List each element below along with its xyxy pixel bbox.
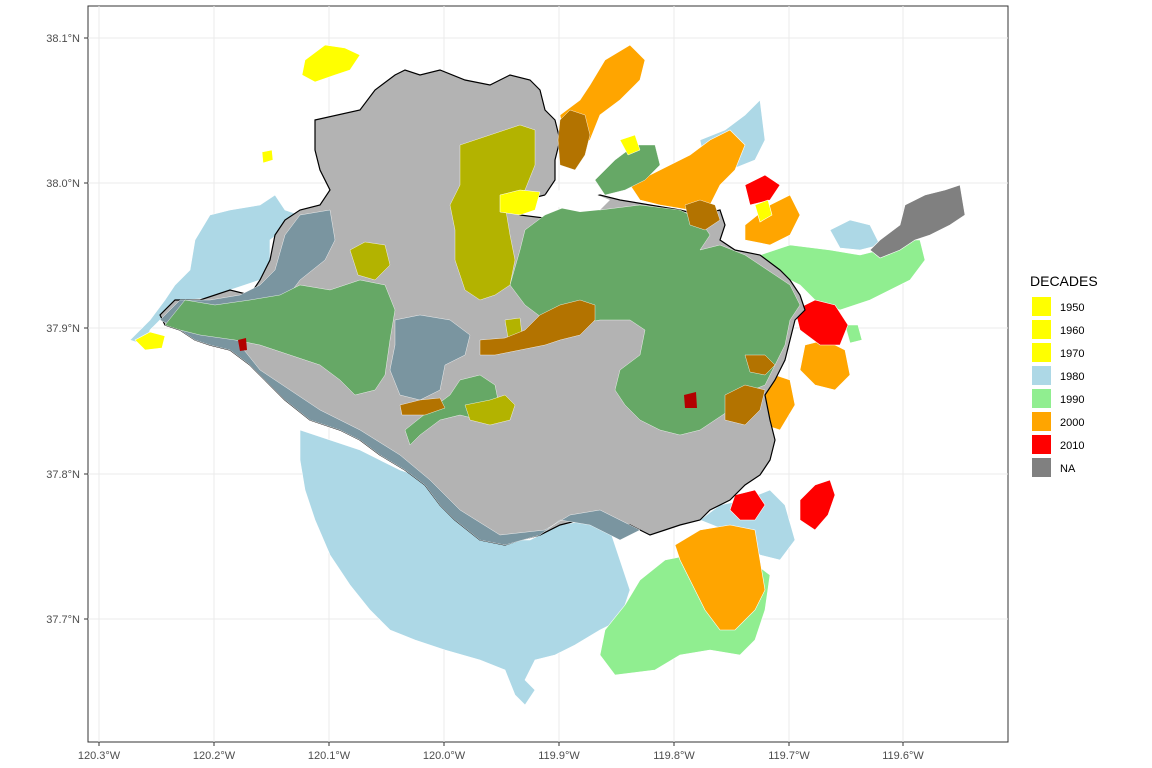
fire-polygon-1950s-west [134,331,166,351]
overlap-1990s [164,144,801,446]
overlap-1950s-north [449,124,536,301]
legend-label-1970: 1970 [1060,348,1084,360]
legend-key-1970 [1032,343,1051,362]
legend-label-1960: 1960 [1060,325,1084,337]
legend-label-2000: 2000 [1060,417,1084,429]
legend-key-1990 [1032,389,1051,408]
overlap-1980s [159,209,641,546]
fire-polygon-1970s-inside [499,189,541,216]
fire-polygon-2000s-north-east [629,129,746,211]
y-tick-label: 37.7°N [46,614,80,626]
overlap-2000s-west [399,397,446,416]
fire-polygon-1950s-small [261,149,274,164]
legend-label-na: NA [1060,463,1076,475]
legend-label-1990: 1990 [1060,394,1084,406]
fires-2010s [729,174,849,531]
fires-1950-1970 [134,44,773,351]
overlap-1990s-north [594,144,661,196]
x-tick-label: 119.7°W [768,750,810,762]
overlap-1950s [349,124,536,426]
fire-polygon-2000s-south-east [674,524,766,631]
overlap-2000s-center [479,299,596,356]
overlap-1950s-west [349,241,391,281]
overlap-2010s [238,338,697,408]
overlap-2010s-west [238,338,247,351]
legend-key-1960 [1032,320,1051,339]
x-tick-label: 120.3°W [78,750,121,762]
y-tick-label: 37.9°N [46,323,80,335]
fire-polygon-2010s-south-east [729,489,766,521]
fires-1950s-inside [499,134,641,216]
overlap-2000s [399,109,776,426]
x-tick-label: 120.1°W [308,750,351,762]
y-tick-label: 38.0°N [46,178,80,190]
x-tick-label: 119.6°W [882,750,924,762]
x-tick-label: 120.2°W [193,750,236,762]
overlap-2000s-east [684,199,721,231]
legend: DECADES 1950 1960 1970 1980 1990 2000 2010 NA [1030,273,1098,477]
legend-key-na [1032,458,1051,477]
legend-title: DECADES [1030,273,1098,289]
legend-key-2000 [1032,412,1051,431]
fire-polygon-na [869,184,966,259]
overlap-2000s-small [744,354,776,376]
legend-key-1980 [1032,366,1051,385]
overlap-2000s-north [557,109,591,171]
legend-key-2010 [1032,435,1051,454]
fire-polygon-1990s-east [759,239,926,311]
legend-key-1950 [1032,297,1051,316]
fire-polygon-1990s-small [844,324,863,344]
overlap-1990s-west [164,279,396,396]
overlap-1950s-south [464,394,516,426]
overlap-2010s-small [684,392,697,408]
overlap-1980s-southwest-band [159,209,641,546]
fire-polygon-1960s-inside [619,134,641,156]
x-tick-label: 120.0°W [423,750,466,762]
y-tick-label: 38.1°N [46,33,80,45]
fire-polygon-2010s-north-east [744,174,781,206]
overlap-1980s-center [389,314,471,401]
legend-label-2010: 2010 [1060,440,1084,452]
x-tick-label: 119.8°W [653,750,695,762]
boundary-gap [545,190,610,212]
y-axis [84,37,88,620]
x-tick-label: 119.9°W [538,750,580,762]
fire-polygon-2010s-east [794,299,849,346]
fire-polygon-2010s-far-south-east [799,479,836,531]
y-tick-label: 37.8°N [46,469,80,481]
legend-label-1980: 1980 [1060,371,1084,383]
fire-polygon-2000s-east [744,194,801,246]
x-axis [98,742,904,746]
fire-polygon-1960s-east [754,199,773,223]
overlap-2000s-south-east [724,384,766,426]
fire-polygon-1950s-north [301,44,361,83]
legend-label-1950: 1950 [1060,302,1084,314]
